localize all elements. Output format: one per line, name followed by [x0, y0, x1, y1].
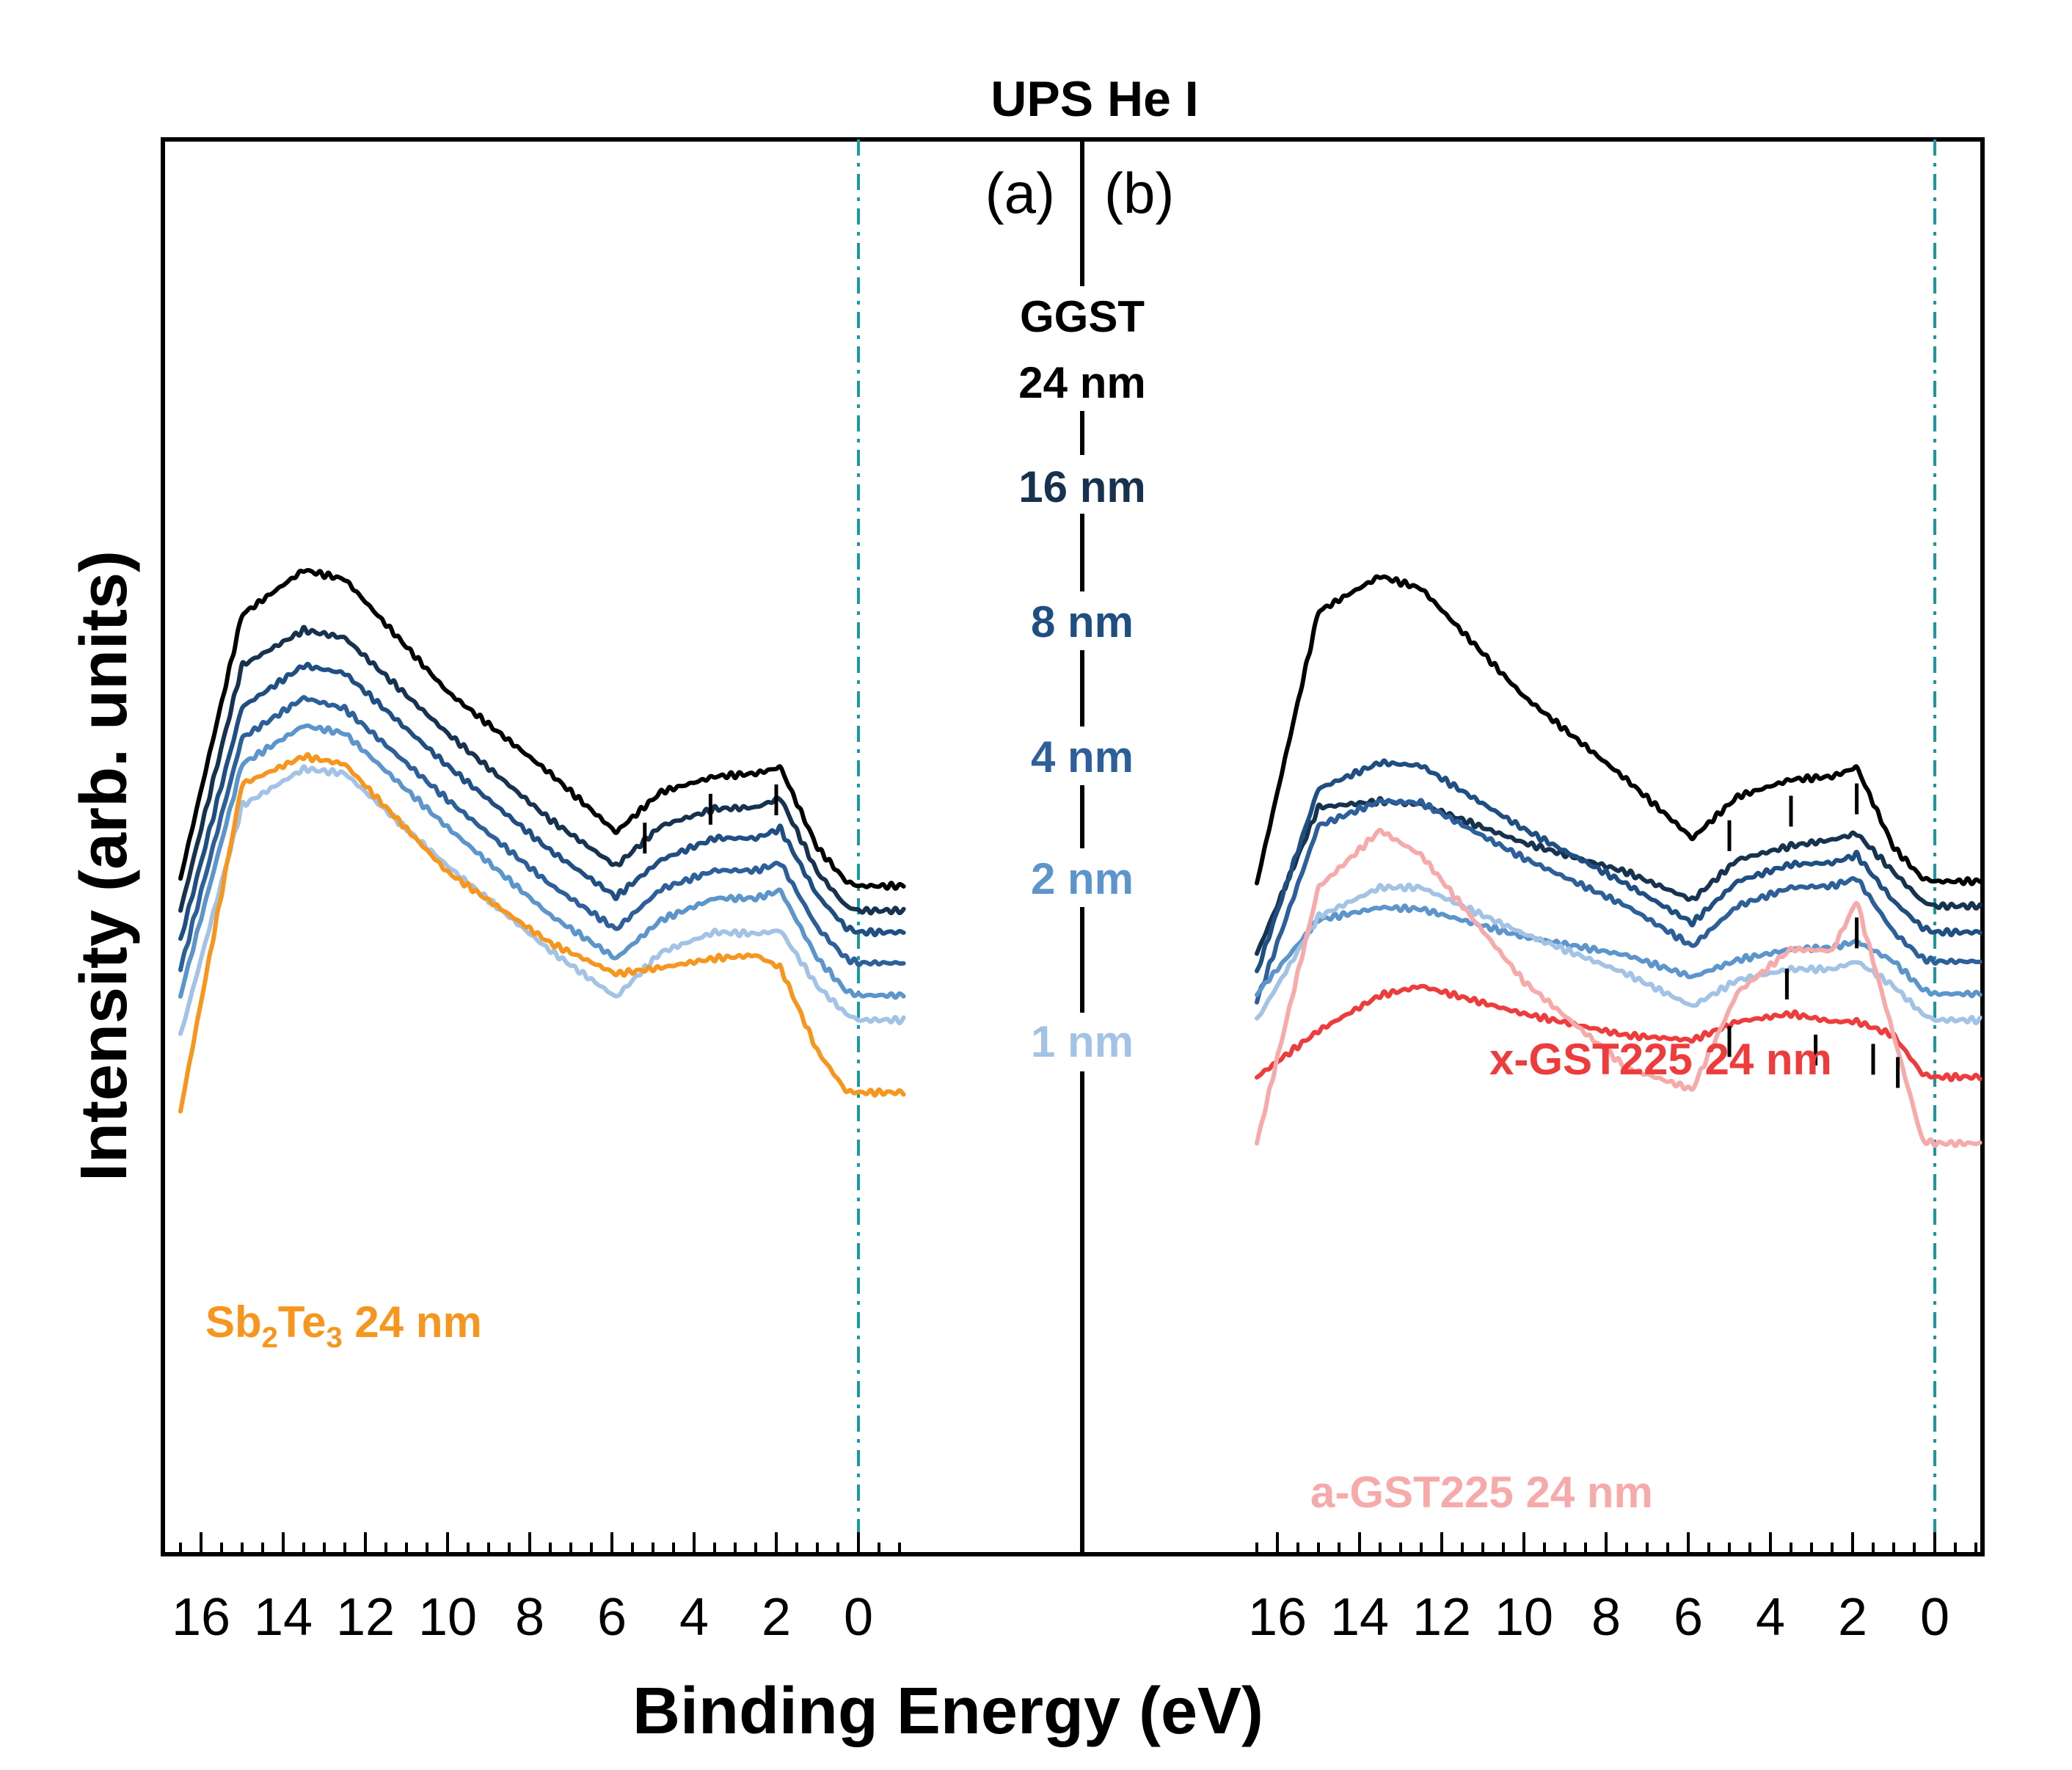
series-a-2-nm — [178, 723, 906, 1000]
label-2nm: 2 nm — [1031, 854, 1134, 903]
x-tick-label: 0 — [844, 1588, 873, 1647]
series-b-4-nm — [1255, 798, 1982, 1005]
label-bg-1 — [1005, 1013, 1159, 1071]
series-a-1-nm — [178, 764, 906, 1036]
label-4nm: 4 nm — [1031, 732, 1134, 782]
label-x-gst225: x-GST225 24 nm — [1489, 1035, 1832, 1084]
series-b-2-nm — [1255, 903, 1982, 999]
panel-label-a: (a) — [985, 161, 1055, 225]
x-tick-label: 8 — [1591, 1588, 1621, 1647]
label-bg-4 — [1005, 726, 1159, 785]
x-tick-label: 16 — [1248, 1588, 1307, 1647]
label-ggst-line1: GGST — [1020, 292, 1145, 341]
label-sb2te3-sb: Sb — [205, 1297, 262, 1347]
y-axis-label: Intensity (arb. units) — [68, 550, 141, 1181]
label-16nm: 16 nm — [1018, 462, 1145, 511]
label-sb2te3: Sb2Te3 24 nm — [205, 1297, 482, 1354]
x-tick-label: 4 — [1756, 1588, 1785, 1647]
x-tick-label: 16 — [172, 1588, 230, 1647]
chart-title: UPS He I — [991, 71, 1198, 127]
x-tick-label: 10 — [1495, 1588, 1553, 1647]
x-tick-label: 4 — [679, 1588, 709, 1647]
label-8nm: 8 nm — [1031, 597, 1134, 647]
label-1nm: 1 nm — [1031, 1017, 1134, 1066]
label-a-gst225: a-GST225 24 nm — [1310, 1468, 1653, 1517]
series-a-4-nm — [178, 695, 906, 972]
x-tick-label: 10 — [418, 1588, 477, 1647]
x-tick-label: 2 — [1838, 1588, 1867, 1647]
series-a-sb2te3-24-nm — [178, 751, 906, 1114]
x-tick-label: 12 — [1412, 1588, 1471, 1647]
x-tick-label: 2 — [762, 1588, 791, 1647]
label-sb2te3-tail: 24 nm — [343, 1297, 482, 1347]
label-sb2te3-te: Te — [278, 1297, 327, 1347]
series-b-1-nm — [1255, 882, 1982, 1026]
label-sb2te3-sub1: 2 — [262, 1322, 278, 1354]
x-tick-label: 6 — [597, 1588, 627, 1647]
label-bg-8 — [1005, 591, 1159, 650]
x-axis-ticks-a — [179, 1532, 901, 1554]
label-bg-ggst — [1005, 286, 1159, 411]
series-a-ggst-24-nm — [178, 568, 906, 891]
x-tick-label: 14 — [254, 1588, 313, 1647]
series-a-16-nm — [178, 624, 906, 916]
label-bg-2 — [1005, 848, 1159, 907]
x-tick-label: 12 — [336, 1588, 395, 1647]
x-axis-ticks-b — [1255, 1532, 1977, 1554]
series-b-x-gst225-24-nm — [1255, 983, 1982, 1082]
x-tick-label: 0 — [1920, 1588, 1949, 1647]
series-b-ggst-24-nm — [1255, 574, 1982, 886]
label-sb2te3-sub2: 3 — [327, 1322, 343, 1354]
plot-frame — [161, 137, 1985, 1556]
series-b-8-nm — [1255, 758, 1982, 974]
x-tick-label: 8 — [515, 1588, 544, 1647]
x-tick-label: 6 — [1674, 1588, 1703, 1647]
series-b-a-gst225-24-nm — [1255, 827, 1982, 1148]
x-axis-label: Binding Energy (eV) — [632, 1675, 1263, 1748]
series-a-8-nm — [178, 661, 906, 942]
label-ggst-line2: 24 nm — [1018, 358, 1145, 407]
panel-label-b: (b) — [1104, 161, 1174, 225]
label-bg-16 — [1005, 455, 1159, 514]
x-tick-label: 14 — [1330, 1588, 1389, 1647]
